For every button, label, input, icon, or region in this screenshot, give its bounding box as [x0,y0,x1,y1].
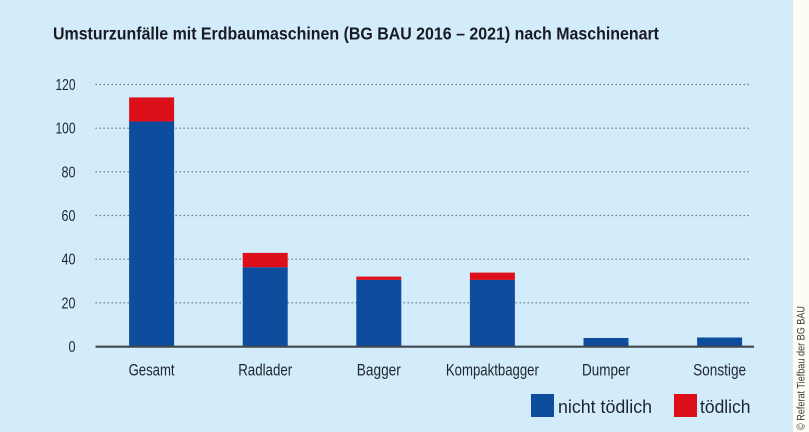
svg-text:Umsturzunfälle mit Erdbaumasch: Umsturzunfälle mit Erdbaumaschinen (BG B… [53,24,659,44]
svg-text:Sonstige: Sonstige [693,362,746,380]
svg-text:100: 100 [56,121,76,138]
svg-text:tödlich: tödlich [700,397,751,417]
svg-text:20: 20 [62,295,76,312]
svg-text:Dumper: Dumper [582,362,630,380]
svg-text:Radlader: Radlader [238,362,292,380]
svg-text:Kompaktbagger: Kompaktbagger [446,362,539,380]
svg-text:Bagger: Bagger [357,362,401,380]
svg-text:Gesamt: Gesamt [129,362,175,380]
svg-text:nicht tödlich: nicht tödlich [558,397,652,417]
svg-text:0: 0 [69,339,76,356]
svg-text:80: 80 [62,164,76,181]
svg-text:120: 120 [56,77,76,94]
svg-text:40: 40 [62,252,76,269]
svg-text:© Referat Tiefbau der BG BAU: © Referat Tiefbau der BG BAU [796,306,808,430]
svg-text:60: 60 [62,208,76,225]
